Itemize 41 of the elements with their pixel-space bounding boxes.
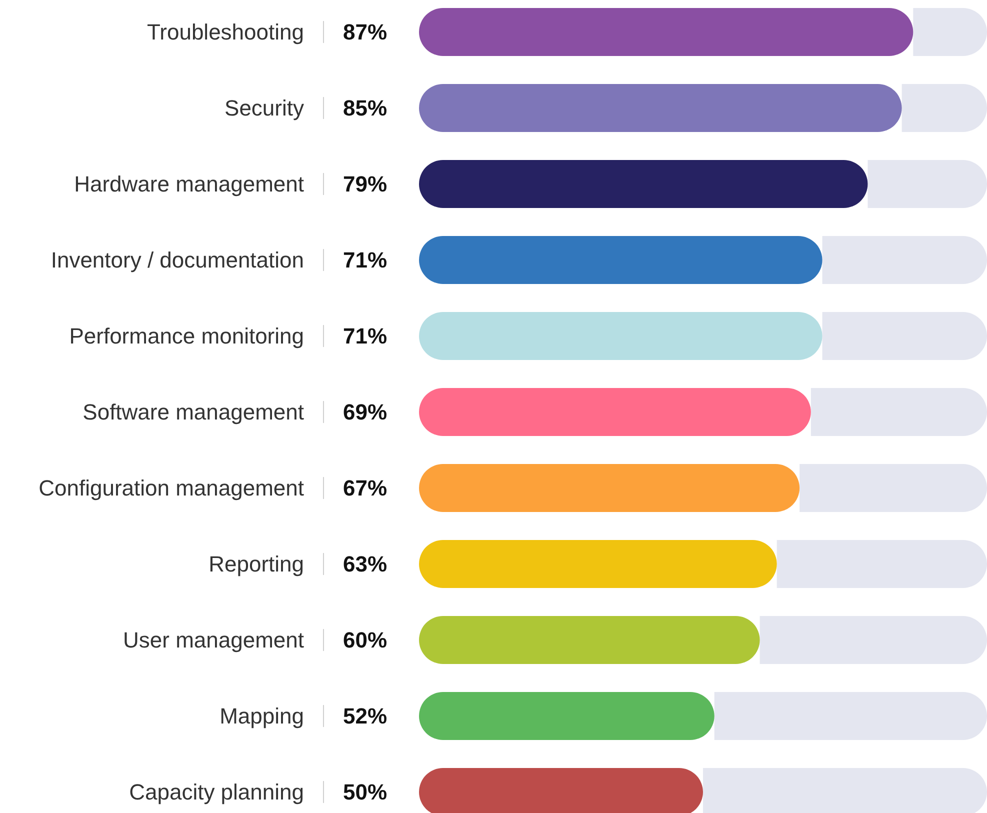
bar bbox=[714, 692, 987, 740]
bar bbox=[760, 616, 987, 664]
bar bbox=[419, 160, 868, 208]
y-tick-label: Inventory / documentation bbox=[50, 248, 304, 273]
y-tick-label: Security bbox=[224, 96, 304, 121]
bar bbox=[902, 84, 987, 132]
bar bbox=[419, 388, 811, 436]
data-label: 85% bbox=[343, 96, 388, 121]
y-tick-label: Troubleshooting bbox=[147, 20, 304, 45]
bar bbox=[822, 236, 987, 284]
bar bbox=[419, 84, 902, 132]
y-tick-label: Configuration management bbox=[38, 476, 304, 501]
bar bbox=[810, 388, 987, 436]
y-tick-label: User management bbox=[123, 628, 304, 653]
bar bbox=[419, 312, 822, 360]
y-tick-label: Performance monitoring bbox=[69, 324, 304, 349]
y-tick-label: Hardware management bbox=[74, 172, 304, 197]
y-tick-label: Capacity planning bbox=[129, 780, 304, 805]
data-label: 69% bbox=[343, 400, 388, 425]
data-label: 50% bbox=[343, 780, 388, 805]
y-tick-label: Reporting bbox=[208, 552, 304, 577]
bar bbox=[800, 464, 987, 512]
data-label: 60% bbox=[343, 628, 388, 653]
bar bbox=[776, 540, 987, 588]
data-label: 79% bbox=[343, 172, 388, 197]
bar bbox=[419, 236, 822, 284]
data-label: 63% bbox=[343, 552, 388, 577]
bar bbox=[419, 8, 914, 56]
data-label: 52% bbox=[343, 704, 388, 729]
data-label: 71% bbox=[343, 324, 388, 349]
data-label: 71% bbox=[343, 248, 388, 273]
bar bbox=[419, 692, 714, 740]
bar bbox=[419, 464, 800, 512]
bar bbox=[868, 160, 987, 208]
bar bbox=[419, 616, 760, 664]
bar bbox=[822, 312, 987, 360]
data-label: 67% bbox=[343, 476, 388, 501]
y-tick-label: Software management bbox=[82, 400, 304, 425]
bar bbox=[419, 540, 777, 588]
data-label: 87% bbox=[343, 20, 388, 45]
y-tick-label: Mapping bbox=[220, 704, 304, 729]
